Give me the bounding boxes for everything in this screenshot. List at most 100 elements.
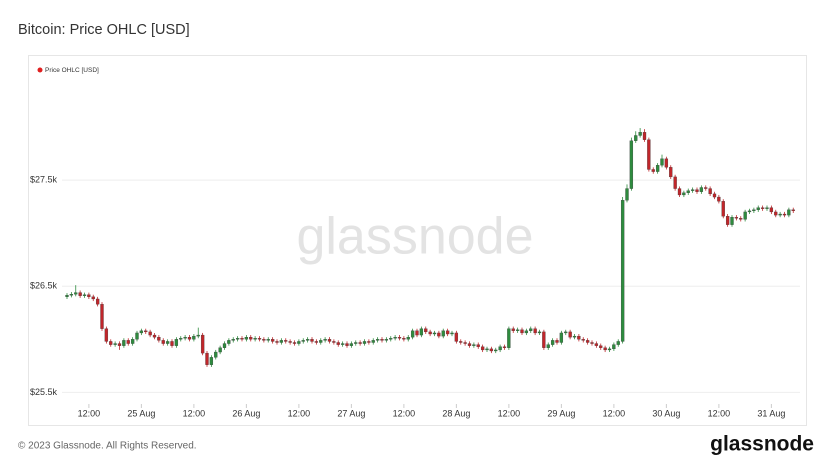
candle-body [235, 338, 240, 340]
candle-body [664, 158, 669, 168]
candle-body [284, 340, 288, 342]
candle-body [699, 187, 704, 192]
candle-body [122, 340, 126, 346]
candle-body [585, 340, 590, 343]
candle-body [410, 330, 415, 338]
candle-body [472, 344, 476, 346]
candle-body [362, 341, 367, 344]
candle-body [782, 213, 787, 216]
candle-body [270, 339, 275, 342]
candle-body [249, 337, 253, 340]
candle-body [187, 337, 192, 340]
candle-body [266, 339, 270, 341]
candle-body [65, 295, 69, 297]
candle-body [170, 341, 174, 346]
candle-body [253, 338, 257, 340]
candle-body [774, 211, 778, 216]
candle-body [721, 201, 725, 217]
candle-body [218, 347, 222, 353]
candle-body [100, 304, 104, 329]
candle-body [603, 347, 607, 351]
candle-body [69, 294, 74, 296]
candle-body [480, 346, 485, 351]
candle-body [419, 328, 424, 336]
candle-body [524, 330, 529, 334]
candle-body [594, 343, 599, 346]
x-tick-label: 29 Aug [547, 408, 575, 418]
candle-body [459, 341, 463, 343]
x-tick-label: 12:00 [78, 408, 101, 418]
candle-body [222, 343, 227, 348]
x-tick-label: 12:00 [603, 408, 626, 418]
candle-body [677, 188, 682, 196]
candle-body [209, 357, 214, 365]
candle-body [310, 339, 314, 342]
candle-body [288, 341, 292, 343]
candle-body [424, 328, 428, 333]
candle-body [686, 190, 690, 193]
candle-body [113, 343, 117, 345]
candle-body [546, 344, 550, 348]
candle-body [712, 193, 717, 198]
candle-body [148, 331, 152, 336]
x-tick-label: 26 Aug [232, 408, 260, 418]
x-tick-label: 12:00 [708, 408, 731, 418]
candle-body [725, 216, 730, 225]
candle-body [78, 292, 82, 296]
candle-body [756, 207, 760, 210]
candle-body [520, 329, 524, 334]
candle-body [642, 132, 647, 140]
candle-body [778, 213, 782, 216]
legend-marker [37, 67, 43, 73]
candle-body [165, 341, 170, 344]
candle-body [660, 158, 664, 166]
candle-body [537, 331, 542, 334]
candle-body [450, 332, 454, 335]
chart-frame [28, 55, 807, 426]
candle-body [402, 338, 406, 340]
candle-body [354, 342, 358, 344]
candle-body [769, 207, 774, 213]
candle-body [511, 328, 515, 331]
x-tick-label: 31 Aug [757, 408, 785, 418]
candle-body [384, 339, 389, 341]
candle-body [647, 139, 651, 170]
chart-title: Bitcoin: Price OHLC [USD] [18, 22, 190, 38]
candle-body [577, 335, 581, 340]
candle-body [730, 217, 734, 225]
candle-body [130, 339, 135, 344]
candle-body [568, 331, 572, 338]
candle-body [109, 341, 113, 345]
logo: glassnode [710, 433, 814, 456]
candle-body [625, 188, 629, 201]
candle-body [82, 294, 87, 296]
x-tick-label: 12:00 [393, 408, 416, 418]
candle-body [616, 341, 620, 345]
candle-body [533, 328, 537, 334]
candle-body [126, 340, 130, 344]
candle-body [139, 330, 144, 334]
candle-body [599, 345, 603, 348]
candle-body [717, 196, 721, 202]
candle-body [441, 330, 445, 337]
footer: © 2023 Glassnode. All Rights Reserved. [18, 441, 197, 452]
candle-body [279, 340, 284, 343]
candle-body [192, 335, 196, 340]
candle-body [791, 209, 795, 212]
candle-body [205, 352, 209, 365]
candle-body [743, 211, 747, 220]
candle-body [275, 341, 279, 343]
candle-body [432, 332, 437, 335]
candle-body [708, 188, 712, 195]
candle-body [174, 339, 179, 346]
candle-body [695, 189, 699, 192]
candle-body [581, 339, 585, 341]
candle-body [244, 337, 249, 340]
candle-body [104, 328, 109, 342]
candle-body [739, 218, 743, 220]
candle-body [340, 343, 345, 345]
candle-body [200, 334, 205, 354]
watermark: glassnode [296, 208, 533, 266]
candle-body [747, 210, 752, 213]
